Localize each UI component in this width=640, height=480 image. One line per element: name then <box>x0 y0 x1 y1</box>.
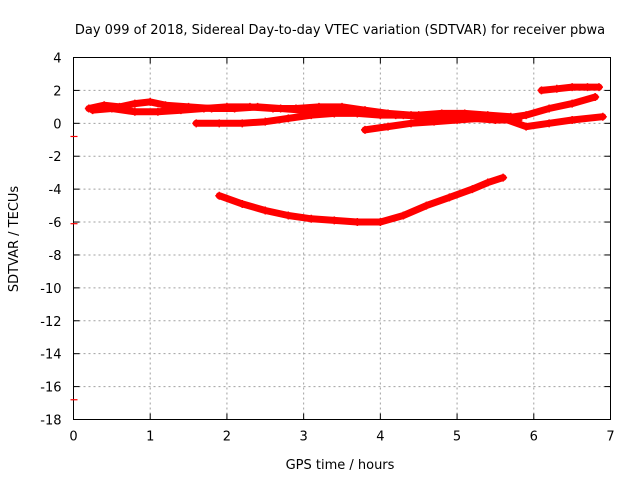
data-point <box>499 114 508 123</box>
data-point <box>353 109 362 118</box>
series-edge-marks <box>70 135 78 401</box>
data-point <box>176 106 185 115</box>
data-point <box>307 111 316 120</box>
series-band-5 <box>537 83 603 95</box>
axis-ticks: 0 1 2 3 4 5 6 7 4 2 0 -2 -4 -6 -8 -10 -12 -14 -16 -18 <box>40 52 614 445</box>
y-tick-label: -14 <box>40 348 61 363</box>
data-point <box>245 102 254 111</box>
data-point <box>430 117 439 126</box>
data-point <box>476 114 485 123</box>
data-point <box>361 125 370 134</box>
y-tick-label: -6 <box>49 216 62 231</box>
data-point <box>330 109 339 118</box>
x-tick-label: 7 <box>606 430 614 445</box>
data-point <box>453 116 462 125</box>
y-tick-label: -10 <box>40 282 61 297</box>
x-tick-label: 1 <box>146 430 154 445</box>
x-tick-label: 6 <box>530 430 538 445</box>
data-point <box>537 86 546 95</box>
y-tick-label: -8 <box>49 249 62 264</box>
data-point <box>284 114 293 123</box>
data-point <box>384 122 393 131</box>
y-tick-label: -18 <box>40 414 61 429</box>
data-point <box>568 83 577 92</box>
data-points <box>70 83 607 401</box>
series-band-4 <box>361 112 607 134</box>
x-tick-label: 4 <box>376 430 384 445</box>
x-tick-label: 5 <box>453 430 461 445</box>
y-tick-label: 0 <box>53 117 61 132</box>
data-point <box>568 99 577 108</box>
x-tick-label: 3 <box>300 430 308 445</box>
data-point <box>222 102 231 111</box>
data-point <box>215 191 224 200</box>
data-point <box>422 201 431 210</box>
data-point <box>238 119 247 128</box>
data-point <box>594 83 603 92</box>
plot-frame <box>73 57 611 420</box>
data-point <box>545 104 554 113</box>
data-point <box>522 111 531 120</box>
series-arc <box>215 173 508 227</box>
data-point <box>376 111 385 120</box>
data-point <box>330 216 339 225</box>
y-tick-label: 4 <box>53 52 61 67</box>
data-point <box>468 185 477 194</box>
data-point <box>261 117 270 126</box>
data-point <box>552 84 561 93</box>
series-trace <box>215 174 507 226</box>
data-point <box>545 119 554 128</box>
data-point <box>153 107 162 116</box>
data-point <box>399 111 408 120</box>
data-point <box>238 199 247 208</box>
x-axis-label: GPS time / hours <box>286 458 395 473</box>
data-point <box>591 92 600 101</box>
data-point <box>407 119 416 128</box>
data-point <box>445 193 454 202</box>
data-point <box>88 106 97 115</box>
x-tick-label: 0 <box>69 430 77 445</box>
data-point <box>268 104 277 113</box>
data-point <box>568 116 577 125</box>
data-point <box>598 112 607 121</box>
data-point <box>307 214 316 223</box>
data-point <box>284 211 293 220</box>
data-point <box>314 102 323 111</box>
data-point <box>522 122 531 131</box>
data-point <box>583 83 592 92</box>
data-point <box>338 102 346 111</box>
data-point <box>107 104 116 113</box>
data-point <box>499 173 508 182</box>
data-point <box>376 218 385 227</box>
data-point <box>353 218 362 227</box>
data-point <box>199 104 208 113</box>
y-tick-label: 2 <box>53 84 61 99</box>
x-tick-label: 2 <box>223 430 231 445</box>
y-tick-label: -16 <box>40 381 61 396</box>
chart-title: Day 099 of 2018, Sidereal Day-to-day VTE… <box>75 23 605 38</box>
data-point <box>399 211 408 220</box>
data-point <box>130 107 139 116</box>
data-point <box>130 99 139 108</box>
y-tick-label: -2 <box>49 150 62 165</box>
y-axis-label: SDTVAR / TECUs <box>7 186 22 293</box>
data-point <box>215 119 224 128</box>
y-tick-label: -4 <box>49 183 62 198</box>
data-point <box>483 178 492 187</box>
data-point <box>192 119 201 128</box>
data-point <box>261 206 270 215</box>
y-tick-label: -12 <box>40 315 61 330</box>
data-point <box>291 104 300 113</box>
data-point <box>146 97 155 106</box>
